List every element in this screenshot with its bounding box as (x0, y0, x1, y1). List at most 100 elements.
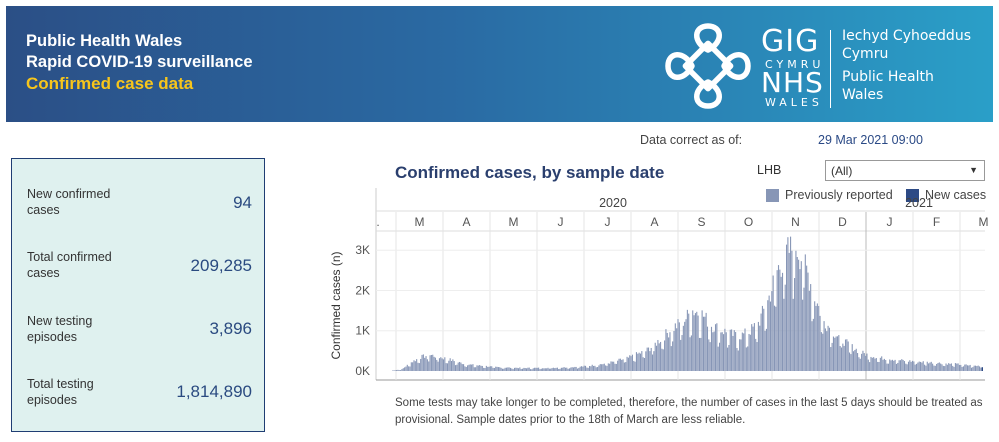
bar-previously-reported (933, 365, 935, 371)
bar-previously-reported (523, 367, 525, 371)
bar-previously-reported (417, 362, 419, 371)
bar-previously-reported (780, 276, 782, 371)
bar-previously-reported (571, 367, 573, 371)
bar-previously-reported (638, 352, 640, 371)
bar-previously-reported (918, 361, 920, 371)
logo-nhs-text: NHS (761, 66, 824, 99)
bar-previously-reported (456, 364, 458, 371)
bar-previously-reported (489, 366, 491, 371)
bar-previously-reported (853, 351, 855, 371)
bar-previously-reported (684, 321, 686, 371)
dropdown-arrow-icon: ▼ (969, 165, 978, 175)
bar-previously-reported (855, 348, 857, 371)
bar-previously-reported (926, 361, 928, 371)
bar-previously-reported (832, 336, 834, 371)
bar-previously-reported (948, 363, 950, 371)
bar-previously-reported (563, 367, 565, 371)
bar-previously-reported (496, 366, 498, 371)
bar-previously-reported (633, 360, 635, 371)
bar-previously-reported (893, 360, 895, 371)
bar-previously-reported (595, 367, 597, 371)
bar-previously-reported (843, 345, 845, 371)
logo-divider (830, 30, 831, 108)
bar-previously-reported (694, 313, 696, 371)
bar-previously-reported (658, 343, 660, 371)
bar-previously-reported (925, 365, 927, 371)
bar-previously-reported (946, 364, 948, 371)
bar-previously-reported (437, 361, 439, 371)
bar-previously-reported (972, 367, 974, 371)
bar-previously-reported (867, 359, 869, 371)
bar-previously-reported (863, 353, 865, 371)
bar-previously-reported (958, 364, 960, 371)
bar-previously-reported (883, 358, 885, 371)
phw-emblem-icon (665, 23, 751, 109)
bar-previously-reported (784, 284, 786, 371)
bar-previously-reported (693, 315, 695, 371)
bar-previously-reported (921, 362, 923, 371)
bar-previously-reported (771, 291, 773, 371)
bar-previously-reported (776, 270, 778, 371)
bar-previously-reported (902, 359, 904, 371)
bar-previously-reported (515, 367, 517, 371)
bar-previously-reported (507, 367, 509, 371)
chart-footnote: Some tests may take longer to be complet… (395, 397, 983, 426)
chart-title: Confirmed cases, by sample date (395, 163, 665, 182)
bar-previously-reported (697, 315, 699, 371)
bar-previously-reported (501, 368, 503, 371)
bar-previously-reported (532, 368, 534, 371)
bar-previously-reported (603, 363, 605, 371)
bar-previously-reported (535, 367, 537, 371)
bar-previously-reported (881, 356, 883, 371)
bar-previously-reported (410, 362, 412, 371)
bar-previously-reported (704, 316, 706, 371)
bar-previously-reported (716, 323, 718, 371)
bar-previously-reported (690, 335, 692, 371)
bar-previously-reported (871, 357, 873, 371)
bar-previously-reported (576, 368, 579, 371)
bar-previously-reported (521, 368, 524, 371)
month-label: S (697, 215, 705, 229)
bar-previously-reported (700, 337, 702, 371)
bar-previously-reported (513, 367, 516, 371)
bar-previously-reported (627, 357, 629, 371)
bar-previously-reported (554, 368, 556, 371)
bar-previously-reported (794, 278, 796, 371)
bar-previously-reported (485, 365, 487, 371)
bar-previously-reported (720, 332, 722, 371)
bar-previously-reported (686, 309, 688, 371)
bar-previously-reported (469, 364, 471, 371)
bar-previously-reported (962, 366, 964, 371)
bar-previously-reported (405, 366, 407, 371)
bar-previously-reported (822, 333, 824, 371)
kpi-label-total-confirmed: Total confirmed cases (27, 250, 112, 280)
bar-previously-reported (393, 370, 395, 371)
bar-previously-reported (527, 367, 529, 371)
bar-previously-reported (619, 358, 621, 371)
logo-org-english-1: Public Health (842, 69, 934, 85)
bar-previously-reported (453, 361, 455, 371)
lhb-filter-dropdown[interactable]: (All) ▼ (825, 160, 985, 181)
bar-new-cases (981, 367, 983, 371)
bar-previously-reported (894, 359, 896, 371)
bar-previously-reported (737, 350, 739, 371)
bar-previously-reported (574, 366, 576, 371)
bar-previously-reported (688, 313, 690, 371)
bar-previously-reported (629, 355, 631, 371)
bar-previously-reported (555, 367, 557, 371)
bar-previously-reported (930, 361, 932, 371)
bar-previously-reported (713, 331, 715, 371)
bar-previously-reported (583, 365, 585, 371)
bar-previously-reported (559, 368, 561, 371)
bar-previously-reported (467, 365, 469, 371)
bar-previously-reported (572, 367, 575, 371)
bar-previously-reported (618, 358, 620, 371)
bar-previously-reported (465, 367, 467, 371)
bar-previously-reported (560, 367, 562, 371)
bar-previously-reported (874, 358, 876, 371)
bar-previously-reported (846, 339, 848, 371)
bar-previously-reported (950, 363, 952, 371)
bar-previously-reported (406, 364, 408, 371)
bar-previously-reported (416, 359, 418, 371)
month-label: A (462, 215, 470, 229)
